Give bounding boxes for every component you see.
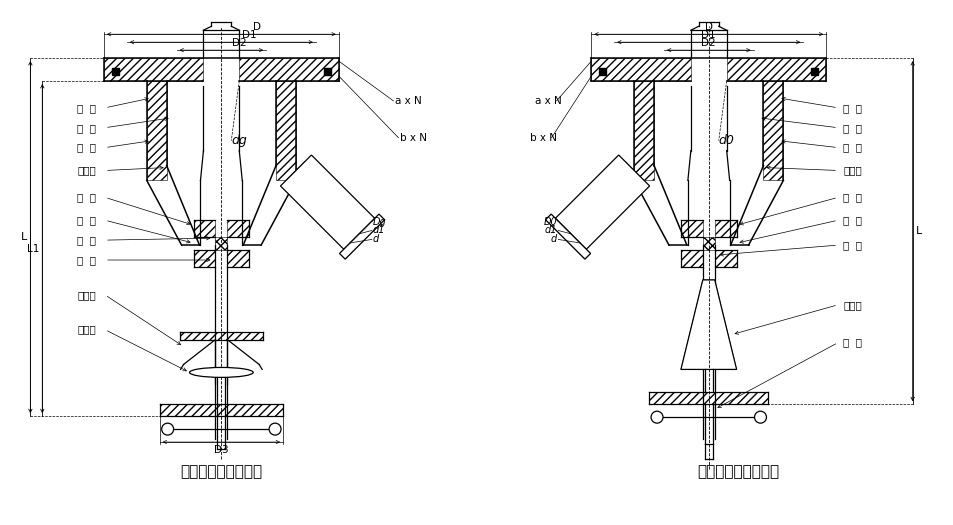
Text: 孔  板: 孔 板 [842,103,862,113]
Text: 大手轮: 大手轮 [842,300,861,310]
Bar [112,68,119,75]
Text: 密封圈: 密封圈 [77,165,95,175]
Text: 螺  杆: 螺 杆 [842,240,862,250]
Bar [147,81,167,181]
Bar [726,58,825,81]
Text: D2: D2 [700,38,716,48]
Text: 下展示放料阀结构图: 下展示放料阀结构图 [697,465,779,479]
Bar [239,58,338,81]
Polygon shape [545,214,590,259]
Text: a x N: a x N [534,96,561,106]
Text: D3: D3 [213,445,229,455]
Text: 压  盖: 压 盖 [842,192,862,202]
Text: d: d [551,235,557,245]
Text: 支  架: 支 架 [842,215,862,225]
Text: 丝  杆: 丝 杆 [77,235,96,245]
Text: D1: D1 [242,30,256,40]
Bar [323,68,331,75]
Text: D2: D2 [232,38,246,48]
Text: d1: d1 [544,225,557,236]
Bar [193,220,215,237]
Bar [591,58,690,81]
Ellipse shape [190,368,253,377]
Text: 密封圈: 密封圈 [842,165,861,175]
Text: 孔  板: 孔 板 [77,103,96,113]
Bar [648,392,768,404]
Circle shape [754,411,765,423]
Text: 上展示放料阀结构图: 上展示放料阀结构图 [180,465,262,479]
Bar [810,68,818,75]
Text: d1: d1 [373,225,385,236]
Bar [680,220,702,237]
Polygon shape [561,161,642,243]
Text: L: L [915,226,921,236]
Bar [215,237,227,250]
Polygon shape [280,155,375,249]
Text: 支  架: 支 架 [77,215,96,225]
Polygon shape [555,155,649,249]
Text: d0: d0 [718,134,734,147]
Text: b x N: b x N [529,133,557,143]
Bar [227,250,249,267]
Bar [179,332,263,340]
Bar [714,220,736,237]
Bar [702,237,714,250]
Polygon shape [339,214,384,259]
Text: Dg: Dg [373,216,386,226]
Polygon shape [680,280,736,370]
Bar [104,58,203,81]
Circle shape [650,411,662,423]
Text: 阀  杆: 阀 杆 [77,255,96,265]
Bar [762,81,782,181]
Text: 阀  体: 阀 体 [77,143,96,153]
Text: L: L [21,232,28,242]
Text: 阀  体: 阀 体 [842,143,862,153]
Text: dg: dg [231,134,247,147]
Bar [159,404,283,416]
Polygon shape [287,161,368,243]
Text: D0: D0 [543,216,557,226]
Bar [680,250,702,267]
Text: a x N: a x N [395,96,422,106]
Polygon shape [545,214,590,259]
Polygon shape [339,214,384,259]
Text: 大手轮: 大手轮 [77,290,95,300]
Text: b x N: b x N [400,133,427,143]
Text: D: D [253,22,260,32]
Text: 压  盖: 压 盖 [77,192,96,202]
Bar [193,250,215,267]
Bar [634,81,654,181]
Text: 阀  芯: 阀 芯 [842,123,862,133]
Text: D: D [704,22,712,32]
Text: 小手轮: 小手轮 [77,324,95,334]
Bar [275,81,295,181]
Text: D1: D1 [700,30,716,40]
Polygon shape [680,280,736,370]
Text: 阀  芯: 阀 芯 [77,123,96,133]
Circle shape [161,423,173,435]
Bar [598,68,606,75]
Text: 丝  杆: 丝 杆 [842,338,862,348]
Text: d: d [373,235,378,245]
Text: L1: L1 [27,244,39,254]
Bar [714,250,736,267]
Bar [227,220,249,237]
Circle shape [269,423,281,435]
